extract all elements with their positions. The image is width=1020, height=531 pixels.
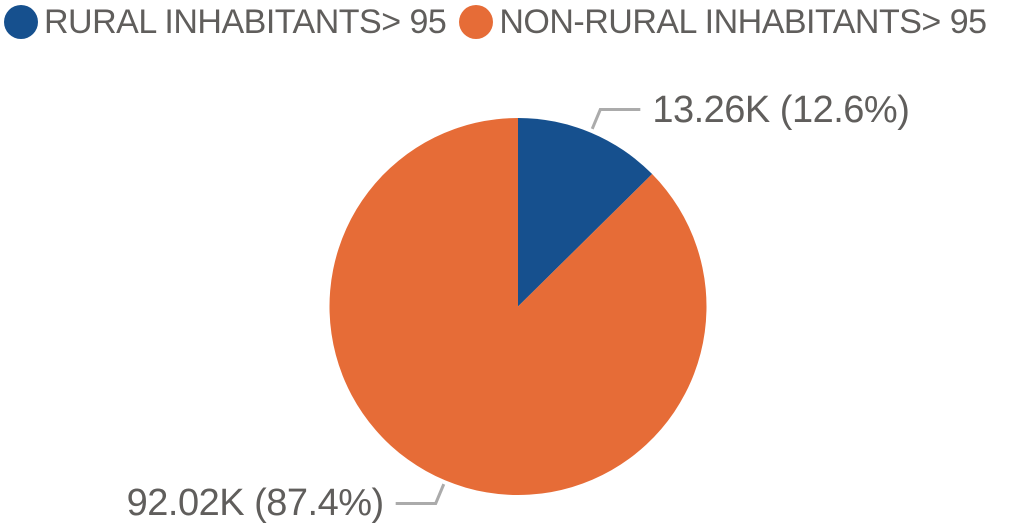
legend: RURAL INHABITANTS> 95 NON-RURAL INHABITA… — [4, 0, 987, 44]
legend-marker-circle-icon — [4, 5, 38, 39]
legend-label-non-rural: NON-RURAL INHABITANTS> 95 — [499, 3, 987, 41]
leader-line-rural — [590, 108, 641, 130]
pie-slice-rural[interactable] — [518, 118, 653, 307]
legend-item-rural[interactable]: RURAL INHABITANTS> 95 — [4, 0, 447, 44]
pie-slice-non-rural[interactable] — [329, 118, 707, 495]
data-label-rural: 13.26K (12.6%) — [652, 88, 910, 131]
data-label-non-rural: 92.02K (87.4%) — [126, 482, 385, 525]
legend-item-non-rural[interactable]: NON-RURAL INHABITANTS> 95 — [459, 0, 987, 44]
leader-line-non-rural — [395, 483, 446, 505]
legend-label-rural: RURAL INHABITANTS> 95 — [44, 3, 447, 41]
legend-marker-circle-icon — [459, 5, 494, 39]
